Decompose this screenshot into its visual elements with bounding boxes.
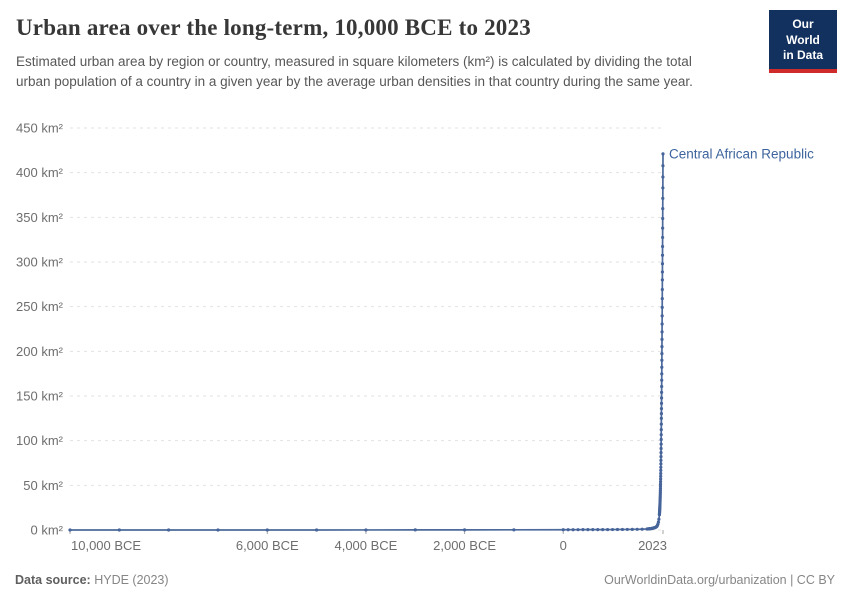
y-tick-label: 300 km² xyxy=(16,255,64,270)
x-tick-label: 10,000 BCE xyxy=(71,538,141,553)
attribution-link[interactable]: OurWorldinData.org/urbanization | CC BY xyxy=(604,573,835,587)
x-tick-label: 0 xyxy=(560,538,567,553)
y-tick-label: 200 km² xyxy=(16,344,64,359)
y-tick-label: 400 km² xyxy=(16,165,64,180)
y-tick-label: 150 km² xyxy=(16,389,64,404)
y-tick-label: 250 km² xyxy=(16,299,64,314)
chart-footer: Data source: HYDE (2023) OurWorldinData.… xyxy=(15,573,835,587)
chart-subtitle: Estimated urban area by region or countr… xyxy=(16,54,693,89)
owid-logo-line2: in Data xyxy=(782,48,823,63)
x-tick-label: 2023 xyxy=(638,538,667,553)
data-source-value: HYDE (2023) xyxy=(90,573,169,587)
y-tick-label: 0 km² xyxy=(31,523,64,538)
data-source-label: Data source: xyxy=(15,573,91,587)
y-tick-label: 100 km² xyxy=(16,433,64,448)
x-tick-label: 2,000 BCE xyxy=(433,538,496,553)
data-point-markers xyxy=(68,152,665,532)
y-gridlines xyxy=(70,127,663,531)
y-tick-label: 50 km² xyxy=(23,478,63,493)
y-tick-label: 450 km² xyxy=(16,121,64,136)
y-axis-labels: 0 km² 50 km² 100 km² 150 km² 200 km² 250 km² 3… xyxy=(16,121,64,538)
chart-header: Urban area over the long-term, 10,000 BC… xyxy=(16,15,730,91)
y-tick-label: 350 km² xyxy=(16,210,64,225)
x-tick-label: 6,000 BCE xyxy=(236,538,299,553)
x-tick-label: 4,000 BCE xyxy=(334,538,397,553)
chart-title: Urban area over the long-term, 10,000 BC… xyxy=(16,15,531,40)
owid-logo[interactable]: Our World in Data xyxy=(769,10,837,73)
series-line xyxy=(69,153,664,531)
data-source: Data source: HYDE (2023) xyxy=(15,573,169,587)
owid-logo-line1: Our World xyxy=(786,17,820,47)
entity-label: Central African Republic xyxy=(669,146,814,161)
x-axis-labels: 10,000 BCE 6,000 BCE 4,000 BCE 2,000 BCE 0 20… xyxy=(71,538,667,553)
